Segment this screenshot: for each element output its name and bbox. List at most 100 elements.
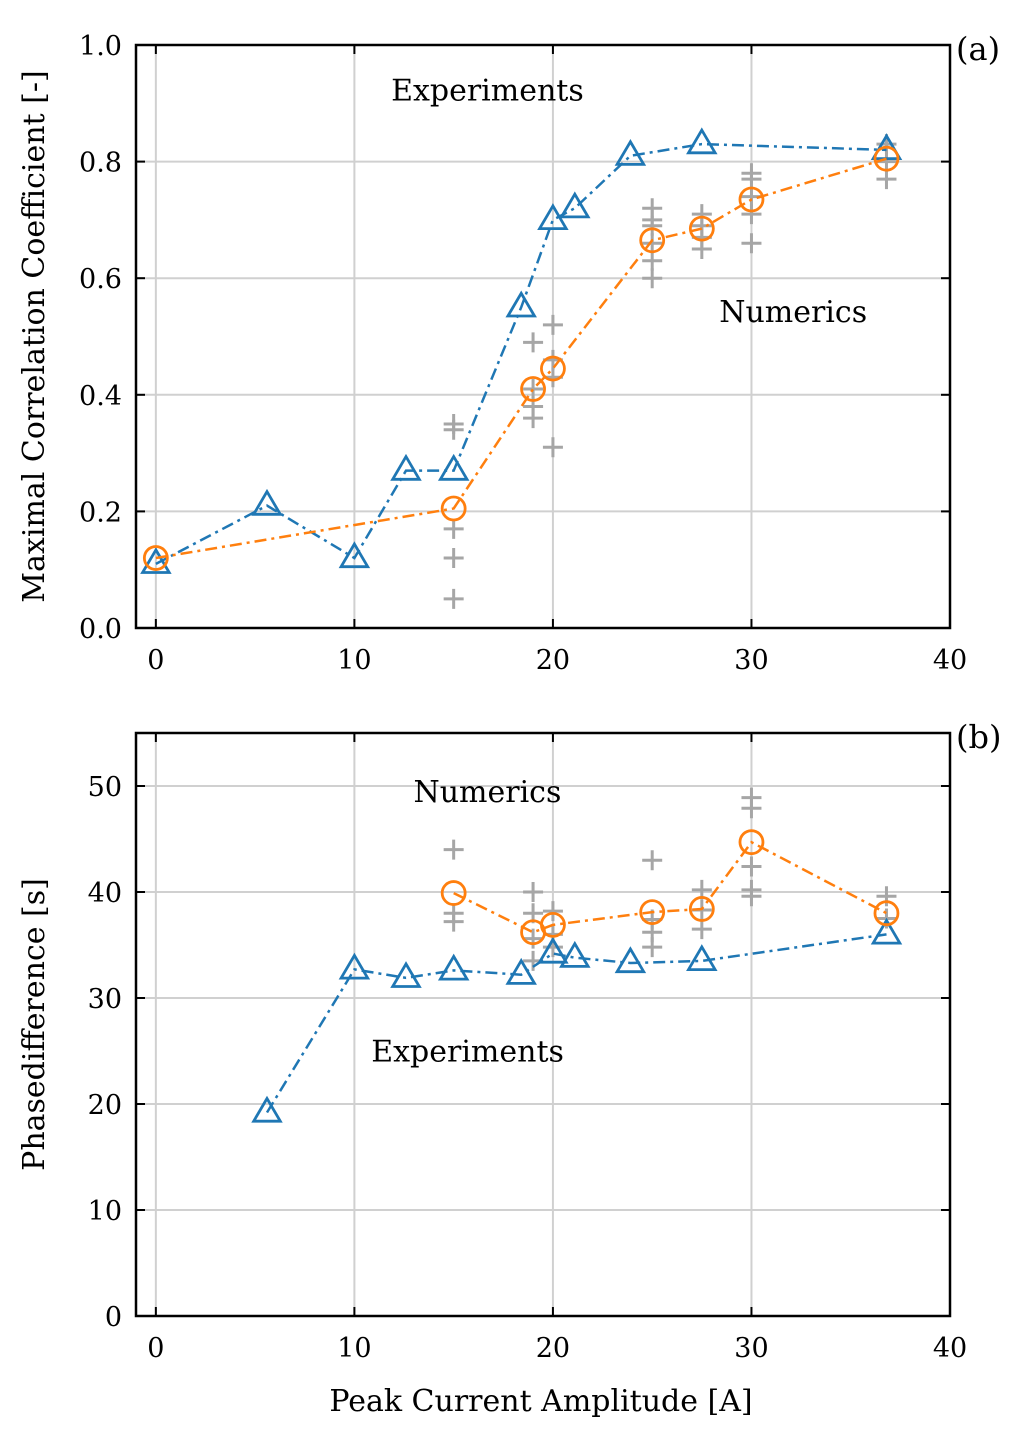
samples-point <box>542 314 563 335</box>
x-tick-label: 20 <box>536 645 570 676</box>
samples-point <box>443 518 464 539</box>
y-tick-label: 20 <box>88 1090 122 1121</box>
samples-point <box>443 548 464 569</box>
samples-point <box>523 882 544 902</box>
experiments-point <box>559 191 591 219</box>
samples-point <box>642 937 663 958</box>
experiments-point <box>505 290 537 318</box>
experiments-point <box>686 944 718 971</box>
experiments-point <box>437 453 470 481</box>
experiments-point <box>437 953 470 981</box>
x-tick-label: 30 <box>734 1333 768 1364</box>
annotation-numerics: Numerics <box>413 775 561 810</box>
numerics-point <box>440 495 467 522</box>
y-tick-label: 0.6 <box>79 264 122 295</box>
x-axis-label: Peak Current Amplitude [A] <box>329 1384 752 1419</box>
samples-point <box>642 268 663 289</box>
numerics-point <box>540 355 566 382</box>
numerics-point <box>540 911 566 938</box>
y-tick-label: 0 <box>105 1302 122 1333</box>
samples-point <box>642 250 663 271</box>
samples-point <box>741 798 762 819</box>
experiments-point <box>338 541 371 569</box>
numerics-point <box>873 145 900 172</box>
samples-point <box>542 437 563 458</box>
samples-point <box>642 233 663 254</box>
samples-point <box>741 856 762 877</box>
samples-point <box>443 413 464 434</box>
experiments-point <box>390 453 422 481</box>
y-tick-label: 0.2 <box>79 497 122 528</box>
panel-label: (a) <box>956 30 1000 68</box>
numerics-line <box>155 157 887 560</box>
samples-point <box>523 378 544 399</box>
numerics-point <box>520 376 546 402</box>
experiments-point <box>614 946 647 974</box>
x-tick-label: 0 <box>147 645 164 676</box>
experiments-point <box>870 133 903 161</box>
numerics-point <box>738 186 765 213</box>
numerics-point <box>639 227 666 254</box>
experiments-point <box>614 139 647 166</box>
samples-series <box>443 134 897 609</box>
numerics-point <box>688 215 715 242</box>
samples-point <box>876 169 897 190</box>
x-tick-label: 40 <box>933 645 967 676</box>
x-tick-label: 30 <box>734 645 768 676</box>
panel-b-phasedifference: 0 10 20 30 40 0 10 20 30 40 50 Numerics Experiments (… <box>17 718 1001 1419</box>
samples-point <box>443 588 464 609</box>
annotation-numerics: Numerics <box>719 295 867 330</box>
x-tick-label: 10 <box>337 645 371 676</box>
experiments-point <box>390 961 422 988</box>
y-axis-label: Phasedifference [s] <box>17 878 52 1171</box>
annotation-experiments: Experiments <box>391 73 584 108</box>
y-tick-label: 40 <box>88 878 122 909</box>
numerics-series <box>440 829 900 946</box>
samples-point <box>741 163 762 184</box>
experiments-line <box>155 142 887 566</box>
plot-frame <box>134 43 952 630</box>
experiments-point <box>505 957 537 985</box>
numerics-point <box>688 896 715 922</box>
numerics-point <box>142 545 169 571</box>
experiments-line <box>265 933 887 1114</box>
samples-point <box>443 839 464 860</box>
samples-point <box>642 198 663 219</box>
y-tick-label: 1.0 <box>79 31 122 62</box>
experiments-point <box>870 917 903 945</box>
y-axis-label: Maximal Correlation Coefficient [-] <box>17 70 52 602</box>
samples-point <box>741 886 762 907</box>
y-tick-label: 50 <box>88 772 122 803</box>
y-tick-label: 0.4 <box>79 381 122 412</box>
numerics-point <box>440 880 467 906</box>
experiments-point <box>537 936 569 964</box>
panel-a-correlation: 0 10 20 30 40 0.0 0.2 0.4 0.6 0.8 1.0 Experiments Nu… <box>17 30 1000 676</box>
samples-point <box>691 204 712 225</box>
samples-point <box>691 919 712 940</box>
annotation-experiments: Experiments <box>371 1035 564 1070</box>
experiments-point <box>140 547 172 574</box>
samples-point <box>542 901 563 922</box>
numerics-series <box>142 145 900 571</box>
y-tick-label: 0.8 <box>79 148 122 179</box>
experiments-point <box>338 952 371 980</box>
numerics-point <box>873 900 900 927</box>
x-tick-label: 20 <box>536 1333 570 1364</box>
y-tick-label: 30 <box>88 984 122 1015</box>
x-tick-label: 0 <box>147 1333 164 1364</box>
experiments-point <box>559 940 591 968</box>
samples-point <box>523 332 544 353</box>
numerics-point <box>639 899 666 926</box>
x-tick-label: 40 <box>933 1333 967 1364</box>
samples-point <box>741 204 762 225</box>
experiments-point <box>251 488 283 516</box>
numerics-point <box>738 829 765 856</box>
samples-point <box>741 233 762 254</box>
samples-point <box>642 850 663 871</box>
experiments-point <box>686 127 718 155</box>
experiments-point <box>251 1095 283 1123</box>
x-tick-label: 10 <box>337 1333 371 1364</box>
samples-point <box>443 911 464 932</box>
experiments-point <box>537 203 569 231</box>
